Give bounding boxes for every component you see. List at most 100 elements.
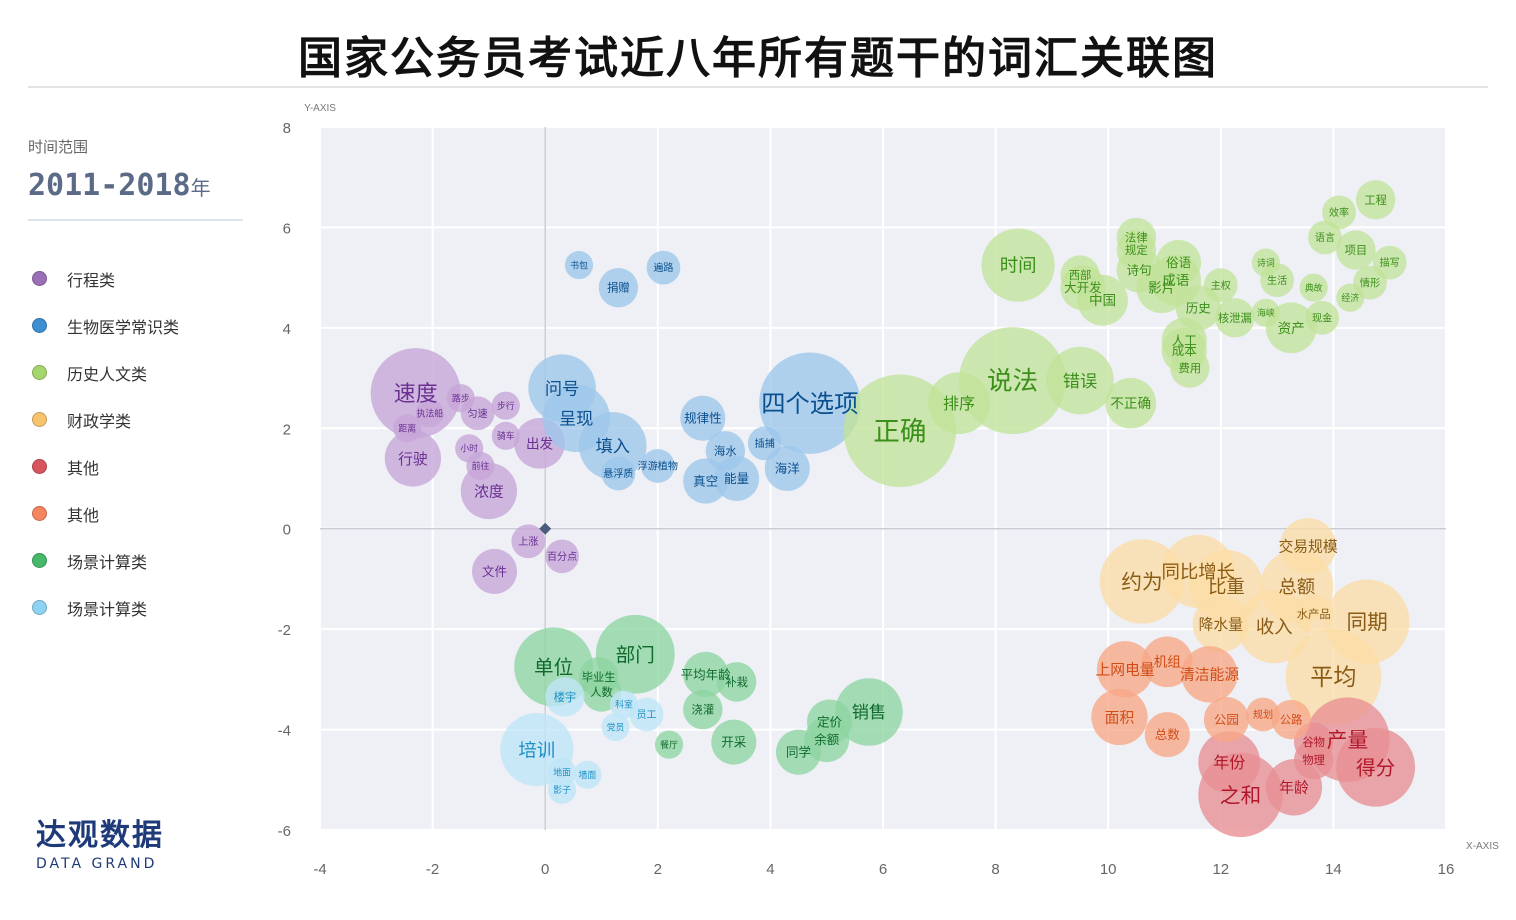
bubble-label: 补栽 (725, 676, 748, 689)
bubble-label: 历史 (1186, 300, 1212, 315)
x-tick-label: 10 (1100, 861, 1117, 878)
bubble-label: 路步 (452, 392, 470, 404)
legend-dot (32, 600, 47, 615)
legend-item[interactable]: 历史人文类 (32, 349, 179, 396)
legend-divider (28, 219, 243, 221)
bubble-label: 说法 (987, 367, 1038, 397)
bubble-label: 情形 (1360, 276, 1380, 289)
bubble-label: 小时 (460, 443, 478, 455)
legend-label: 其他 (67, 458, 100, 478)
bubble-label: 捐赠 (607, 281, 630, 295)
series-group (528, 250, 861, 504)
bubble-label: 收入 (1256, 617, 1293, 638)
bubble-label: 人数 (590, 685, 613, 699)
legend-item[interactable]: 生物医学常识类 (32, 302, 179, 349)
bubble-label: 开采 (721, 735, 747, 750)
bubble (1299, 273, 1328, 302)
bubble-label: 餐厅 (660, 739, 678, 751)
bubble (384, 430, 442, 487)
legend-label: 历史人文类 (67, 364, 148, 384)
bubble-label: 培训 (518, 740, 555, 761)
bubble (573, 760, 602, 789)
y-tick-label: -4 (278, 723, 291, 740)
legend-item[interactable]: 行程类 (32, 255, 179, 302)
bubble (1198, 752, 1283, 838)
legend-item[interactable]: 场景计算类 (32, 537, 179, 584)
bubble-label: 海峡 (1257, 307, 1275, 319)
bubble (654, 730, 684, 759)
bubble (683, 689, 723, 730)
bubble-label: 项目 (1345, 244, 1368, 257)
x-tick-label: 6 (879, 861, 887, 878)
bubble (1336, 727, 1416, 807)
bubble-label: 海洋 (775, 461, 800, 476)
bubble (1265, 302, 1317, 354)
bubble (1192, 595, 1249, 653)
time-range-unit: 年 (190, 176, 211, 200)
bubble-label: 百分点 (547, 551, 577, 563)
legend-label: 场景计算类 (67, 552, 148, 572)
bubble-label: 年份 (1213, 753, 1245, 772)
bubble-label: 总额 (1278, 577, 1315, 598)
bubble-label: 诗词 (1257, 258, 1275, 269)
bubble-label: 匀速 (468, 408, 488, 420)
bubble (601, 456, 636, 491)
bubble (1096, 641, 1154, 698)
bubble-label: 交易规模 (1278, 538, 1337, 556)
legend-item[interactable]: 其他 (32, 490, 179, 537)
bubble-label: 排序 (943, 394, 975, 413)
bubble (716, 662, 757, 702)
bubble-label: 典故 (1305, 282, 1323, 294)
bubble (472, 548, 518, 594)
bubble-label: 工程 (1364, 194, 1387, 207)
bubble-label: 上网电量 (1095, 662, 1154, 679)
legend-item[interactable]: 场景计算类 (32, 584, 179, 631)
bubble-label: 行驶 (398, 451, 428, 468)
bubble-label: 约为 (1121, 570, 1162, 594)
legend-item[interactable]: 其他 (32, 443, 179, 490)
bubble (835, 678, 903, 746)
bubble-label: 出发 (526, 436, 554, 452)
bubble-label: 不正确 (1110, 396, 1151, 412)
bubble (1099, 539, 1185, 624)
logo-cn: 达观数据 (36, 818, 164, 853)
bubble-label: 步行 (497, 400, 515, 412)
bubble-label: 比重 (1208, 577, 1245, 598)
bubble-label: 上涨 (518, 536, 538, 548)
bubble-label: 西部 (1069, 268, 1092, 282)
bubble (1144, 712, 1190, 758)
bubble-label: 公路 (1280, 713, 1303, 727)
bubble-label: 同比增长 (1161, 562, 1235, 583)
bubble-label: 描写 (1380, 256, 1400, 269)
bubble (511, 524, 546, 559)
bubble-label: 人工 (1172, 333, 1197, 348)
bubble-label: 真空 (693, 473, 718, 488)
y-tick-label: -2 (278, 622, 291, 639)
bubble-label: 正确 (873, 416, 926, 447)
bubble (1271, 699, 1311, 740)
bubble-label: 得分 (1356, 756, 1395, 779)
x-tick-label: -4 (313, 861, 326, 878)
bubble-label: 主权 (1211, 279, 1231, 292)
bubble-label: 公园 (1214, 712, 1239, 727)
bubble-label: 遍路 (653, 261, 673, 274)
legend-item[interactable]: 财政学类 (32, 396, 179, 443)
bubble-label: 机组 (1154, 655, 1182, 671)
bubble-label: 执法船 (416, 407, 443, 419)
bubble-label: 水产品 (1297, 607, 1331, 621)
series-group (370, 348, 579, 594)
x-tick-label: 16 (1438, 861, 1455, 878)
bubble-label: 浇灌 (692, 704, 715, 717)
bubble-label: 同期 (1346, 610, 1387, 634)
bubble-label: 海水 (714, 444, 737, 458)
time-range-label: 时间范围 (28, 138, 89, 156)
bubble (1237, 590, 1311, 664)
bubble-label: 中国 (1089, 293, 1116, 309)
bubble-label: 错误 (1063, 372, 1097, 392)
bubble (714, 455, 760, 502)
series-group (1099, 518, 1410, 725)
bubble-label: 成本 (1172, 343, 1198, 358)
